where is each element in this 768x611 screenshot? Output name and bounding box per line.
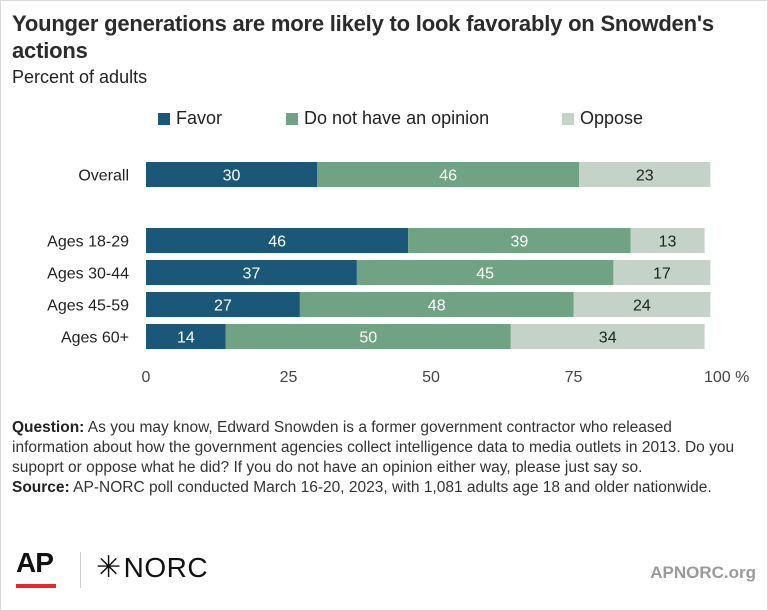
data-label-favor: 37 [243, 266, 261, 283]
bar-oppose [573, 292, 711, 317]
legend-label-favor: Favor [176, 108, 223, 128]
bar-no-opinion [317, 162, 580, 187]
question-label: Question: [12, 419, 85, 436]
data-label-oppose: 17 [653, 266, 671, 283]
legend-swatch-favor [158, 112, 170, 125]
category-label: Ages 18-29 [47, 234, 129, 251]
data-label-oppose: 13 [659, 234, 677, 251]
question-note: Question: As you may know, Edward Snowde… [12, 418, 752, 478]
ap-logo-text: AP [16, 547, 54, 578]
bar-no-opinion [356, 260, 614, 285]
norc-logo-text: NORC [123, 551, 209, 583]
data-label-no-opinion: 45 [476, 266, 494, 283]
data-label-oppose: 24 [633, 298, 651, 315]
x-tick-label: 0 [142, 369, 151, 386]
category-label: Ages 45-59 [47, 298, 129, 315]
legend-item-favor: Favor [158, 108, 222, 129]
site-link: APNORC.org [650, 563, 756, 582]
source-note: Source: AP-NORC poll conducted March 16-… [12, 478, 752, 498]
x-tick-label: 50 [422, 369, 440, 386]
bar-favor [146, 260, 357, 285]
bar-favor [146, 292, 300, 317]
question-text: As you may know, Edward Snowden is a for… [12, 419, 735, 476]
bar-favor [146, 162, 317, 187]
data-label-no-opinion: 48 [428, 298, 446, 315]
bar-oppose [613, 260, 711, 285]
legend-swatch-oppose [562, 112, 574, 125]
data-label-oppose: 23 [636, 168, 654, 185]
category-label: Overall [78, 168, 129, 185]
bar-favor [146, 228, 409, 253]
ap-logo-bar [16, 584, 56, 588]
x-tick-label: 100 % [704, 369, 749, 386]
chart-title: Younger generations are more likely to l… [12, 11, 714, 63]
legend-label-oppose: Oppose [580, 108, 644, 128]
category-label: Ages 30-44 [47, 266, 129, 283]
bar-oppose [510, 324, 705, 349]
legend-item-oppose: Oppose [562, 108, 643, 129]
bar-no-opinion [408, 228, 631, 253]
data-label-no-opinion: 50 [359, 330, 377, 347]
x-tick-label: 25 [280, 369, 298, 386]
source-label: Source: [12, 479, 70, 496]
chart-subtitle: Percent of adults [12, 67, 148, 87]
bar-favor [146, 324, 226, 349]
data-label-no-opinion: 46 [439, 168, 457, 185]
category-label: Ages 60+ [61, 330, 129, 347]
data-label-favor: 14 [177, 330, 195, 347]
norc-star-icon: ✳ [96, 551, 122, 584]
bar-oppose [630, 228, 705, 253]
bar-no-opinion [225, 324, 511, 349]
data-label-favor: 27 [214, 298, 232, 315]
bar-no-opinion [299, 292, 574, 317]
data-label-oppose: 34 [599, 330, 617, 347]
legend-swatch-no-opinion [286, 112, 298, 125]
stacked-bar-chart: Overall 30 46 23 Ages 18-29 46 39 13 Ages 30-44 3… [47, 162, 749, 386]
x-tick-label: 75 [565, 369, 583, 386]
data-label-no-opinion: 39 [510, 234, 528, 251]
norc-logo: ✳ NORC [96, 550, 208, 585]
notes: Question: As you may know, Edward Snowde… [12, 418, 752, 498]
data-label-favor: 46 [268, 234, 286, 251]
legend-label-no-opinion: Do not have an opinion [304, 108, 490, 128]
legend: Favor Do not have an opinion Oppose [0, 108, 768, 134]
ap-logo: AP [16, 548, 60, 590]
legend-item-no-opinion: Do not have an opinion [286, 108, 489, 129]
data-label-favor: 30 [223, 168, 241, 185]
logo-divider [80, 552, 81, 588]
bar-oppose [579, 162, 711, 187]
source-text: AP-NORC poll conducted March 16-20, 2023… [73, 479, 712, 496]
